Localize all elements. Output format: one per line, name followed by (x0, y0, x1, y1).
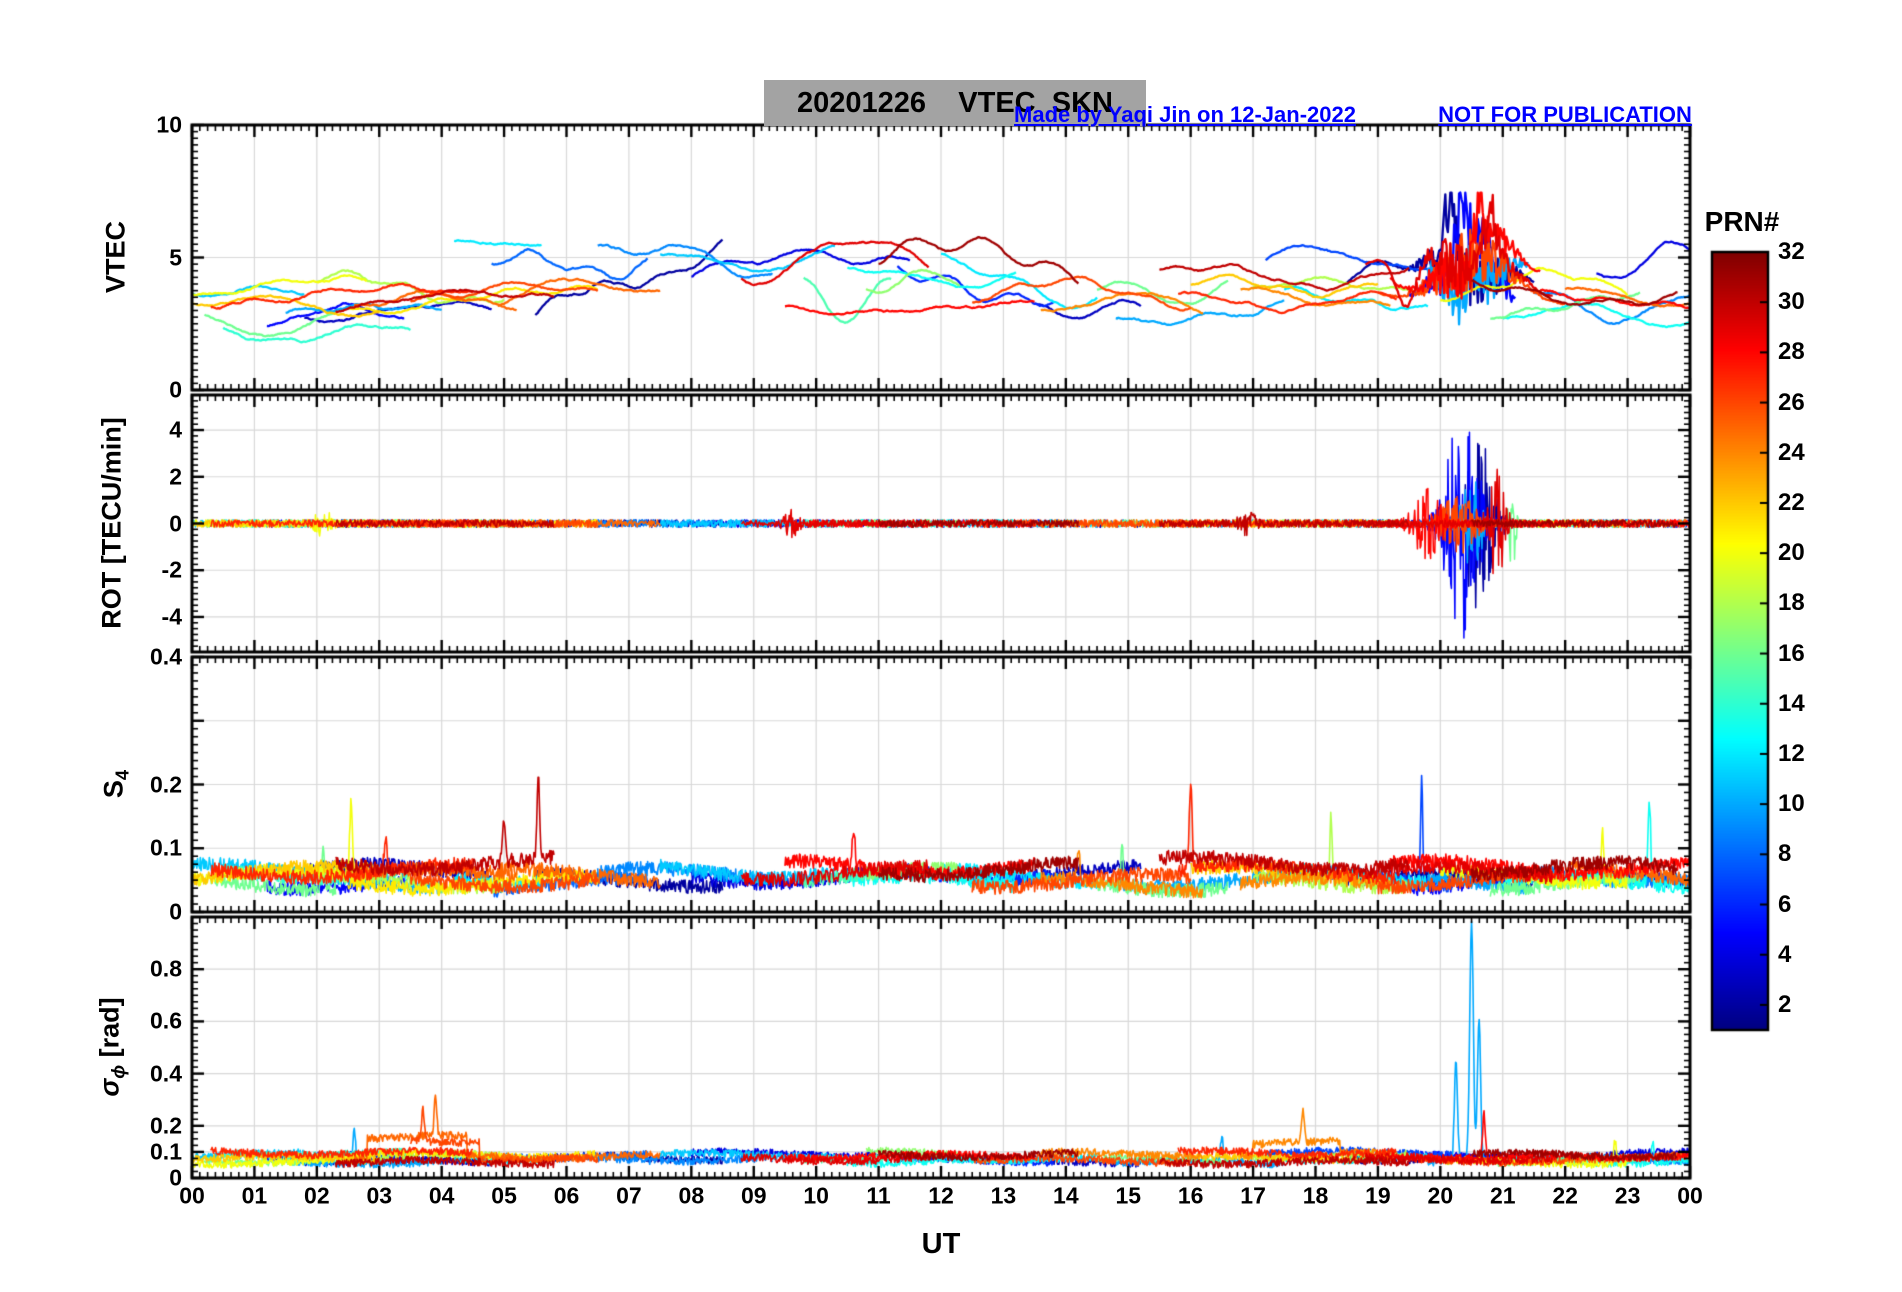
sigma-symbol: σ (94, 1078, 125, 1097)
y-tick-label: 0.8 (150, 955, 182, 982)
colorbar-tick-label: 2 (1778, 990, 1792, 1018)
colorbar-tick-label: 4 (1778, 940, 1792, 968)
x-tick-label: 10 (803, 1182, 829, 1209)
x-tick-label: 17 (1240, 1182, 1266, 1209)
colorbar-tick-label: 30 (1778, 288, 1805, 316)
x-tick-label: 13 (990, 1182, 1017, 1209)
y-tick-label: 5 (169, 244, 182, 270)
y-axis-label-rot: ROT [TECU/min] (96, 417, 127, 629)
y-tick-label: 10 (156, 111, 182, 138)
x-tick-label: 12 (928, 1182, 954, 1209)
x-tick-label: 11 (866, 1182, 891, 1209)
colorbar-tick-label: 24 (1778, 438, 1805, 466)
x-tick-label: 00 (1677, 1182, 1703, 1209)
colorbar-tick-label: 12 (1778, 739, 1805, 767)
x-tick-label: 22 (1552, 1182, 1578, 1209)
colorbar-tick-label: 10 (1778, 790, 1805, 818)
colorbar-tick-label: 32 (1778, 238, 1805, 265)
y-tick-label: 0.2 (150, 771, 182, 797)
x-tick-label: 09 (740, 1182, 767, 1209)
colorbar-title: PRN# (1704, 206, 1780, 237)
y-tick-label: 0.2 (150, 1112, 182, 1139)
made-by-note: Made by Yaqi Jin on 12-Jan-2022 (1014, 102, 1356, 127)
x-tick-label: 08 (678, 1182, 705, 1209)
s4-subscript: 4 (111, 769, 133, 781)
figure-title: 20201226 VTEC SKN (764, 80, 1146, 126)
y-tick-label: 2 (169, 463, 182, 490)
x-tick-label: 21 (1489, 1182, 1516, 1209)
x-tick-label: 23 (1614, 1182, 1641, 1209)
y-tick-label: 0 (169, 510, 182, 536)
x-tick-label: 04 (428, 1182, 455, 1209)
x-axis-label: UT (921, 1228, 961, 1260)
not-for-publication-note: NOT FOR PUBLICATION (1438, 102, 1692, 127)
x-tick-label: 02 (304, 1182, 330, 1209)
colorbar-tick-label: 14 (1778, 689, 1805, 717)
x-tick-label: 01 (241, 1182, 268, 1209)
colorbar-tick-label: 18 (1778, 589, 1805, 617)
y-tick-label: 0.4 (150, 1060, 182, 1087)
colorbar-tick-label: 28 (1778, 338, 1805, 366)
rad-unit: [rad] (94, 997, 125, 1065)
colorbar-tick-label: 26 (1778, 388, 1805, 416)
y-axis-label-s4: S4 (98, 770, 133, 798)
x-tick-label: 07 (616, 1182, 642, 1209)
colorbar-tick-label: 16 (1778, 639, 1805, 667)
y-tick-label: 0 (169, 898, 182, 925)
x-tick-label: 05 (491, 1182, 517, 1209)
x-tick-label: 16 (1177, 1182, 1204, 1209)
y-tick-label: -4 (161, 603, 182, 630)
x-tick-label: 00 (179, 1182, 205, 1209)
y-tick-label: 0.1 (150, 834, 182, 861)
y-axis-label-vtec: VTEC (100, 220, 131, 294)
s4-symbol: S (98, 780, 129, 799)
x-tick-label: 06 (553, 1182, 580, 1209)
x-tick-label: 19 (1365, 1182, 1391, 1209)
colorbar-tick-label: 8 (1778, 840, 1792, 868)
colorbar-tick-label: 20 (1778, 539, 1805, 567)
y-tick-label: 0.6 (150, 1007, 182, 1034)
y-tick-label: -2 (161, 556, 182, 583)
x-tick-label: 15 (1115, 1182, 1142, 1209)
y-tick-label: 0 (169, 376, 182, 403)
x-tick-label: 20 (1427, 1182, 1454, 1209)
x-tick-label: 03 (366, 1182, 393, 1209)
x-tick-label: 14 (1053, 1182, 1079, 1209)
x-tick-label: 18 (1302, 1182, 1329, 1209)
y-tick-label: 0.4 (150, 643, 182, 670)
colorbar-tick-label: 6 (1778, 890, 1792, 918)
phi-subscript: ϕ (107, 1064, 129, 1079)
y-tick-label: 0.1 (150, 1138, 182, 1165)
colorbar-tick-label: 22 (1778, 488, 1805, 516)
y-axis-label-sigma-phi: σϕ [rad] (94, 997, 129, 1096)
y-tick-label: 4 (169, 416, 182, 443)
y-tick-label: 0 (169, 1164, 182, 1191)
